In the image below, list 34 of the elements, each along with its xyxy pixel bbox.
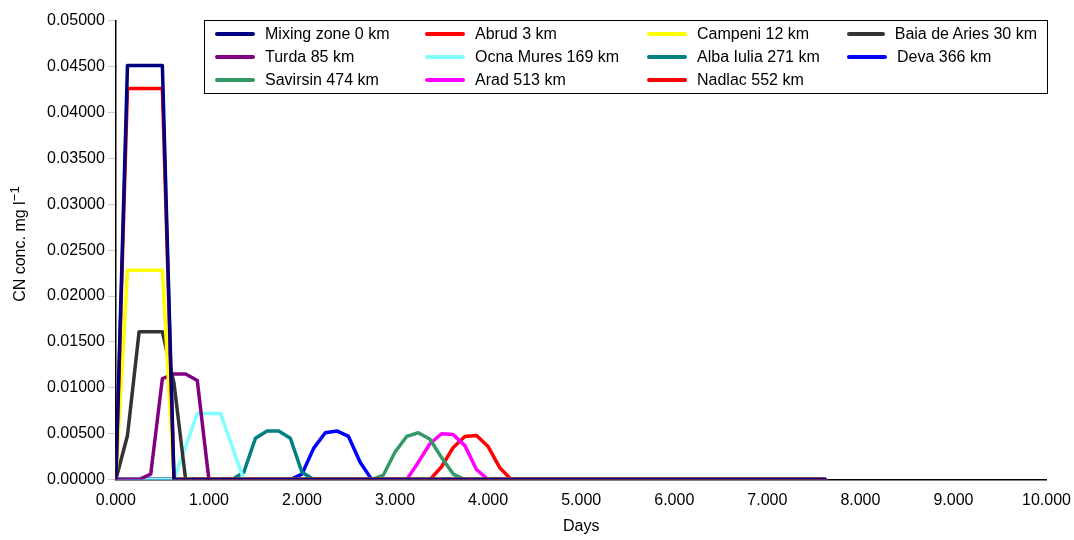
legend-label: Nadlac 552 km — [697, 71, 804, 89]
y-tick-label: 0.01000 — [46, 378, 105, 396]
legend-label: Campeni 12 km — [697, 25, 810, 43]
y-tick-label: 0.01500 — [46, 332, 105, 350]
x-tick-label: 3.000 — [375, 490, 416, 508]
y-tick-label: 0.03500 — [46, 148, 105, 166]
x-tick-label: 7.000 — [747, 490, 788, 508]
x-tick-label: 2.000 — [281, 490, 323, 508]
x-axis-title: Days — [562, 516, 600, 534]
x-tick-label: 6.000 — [654, 490, 695, 508]
y-tick-label: 0.00000 — [46, 470, 105, 488]
y-tick-label: 0.02500 — [46, 240, 105, 258]
x-tick-label: 0.000 — [95, 490, 136, 508]
legend-label: Savirsin 474 km — [265, 71, 379, 89]
legend-label: Abrud 3 km — [475, 25, 557, 43]
legend-label: Turda 85 km — [265, 48, 355, 66]
legend-label: Ocna Mures 169 km — [475, 48, 620, 66]
x-tick-label: 9.000 — [933, 490, 974, 508]
y-tick-label: 0.04500 — [46, 56, 105, 74]
legend-label: Deva 366 km — [897, 48, 992, 66]
legend-label: Arad 513 km — [475, 71, 566, 89]
y-tick-label: 0.05000 — [46, 11, 105, 29]
y-tick-label: 0.00500 — [46, 424, 105, 442]
y-tick-label: 0.03000 — [46, 194, 105, 212]
legend-label: Alba Iulia 271 km — [697, 48, 820, 66]
x-tick-label: 5.000 — [561, 490, 602, 508]
x-tick-label: 10.000 — [1022, 490, 1072, 508]
x-tick-label: 8.000 — [840, 490, 881, 508]
x-tick-label: 4.000 — [468, 490, 509, 508]
legend-label: Baia de Aries 30 km — [894, 25, 1037, 43]
y-tick-label: 0.02000 — [46, 286, 105, 304]
y-tick-label: 0.04000 — [46, 102, 105, 120]
x-tick-label: 1.000 — [188, 490, 230, 508]
legend-label: Mixing zone 0 km — [265, 25, 390, 43]
